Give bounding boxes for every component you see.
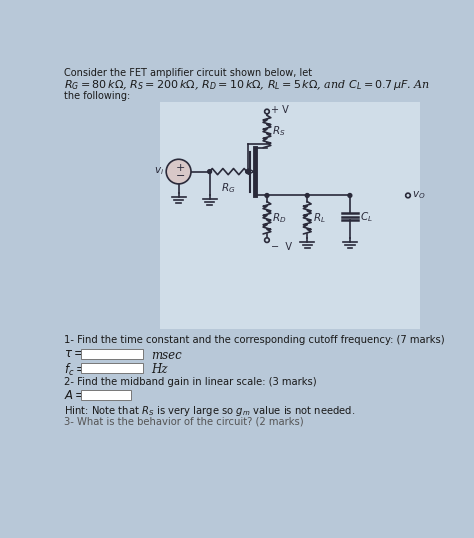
Text: $f_c =$: $f_c =$ <box>64 362 86 378</box>
Text: $C_L$: $C_L$ <box>360 210 373 223</box>
Circle shape <box>264 238 269 243</box>
Text: −: − <box>175 171 185 181</box>
Text: $v_i$: $v_i$ <box>154 166 164 178</box>
Text: $R_G = 80\,k\Omega$, $R_S = 200\,k\Omega$, $R_D = 10\,k\Omega$, $R_L = 5\,k\Omeg: $R_G = 80\,k\Omega$, $R_S = 200\,k\Omega… <box>64 77 430 91</box>
Circle shape <box>348 194 352 197</box>
Text: $R_S$: $R_S$ <box>273 125 286 138</box>
Text: $R_L$: $R_L$ <box>313 211 326 225</box>
Bar <box>81 390 131 400</box>
Text: $A =$: $A =$ <box>64 389 85 402</box>
Text: 2- Find the midband gain in linear scale: (3 marks): 2- Find the midband gain in linear scale… <box>64 377 317 387</box>
Text: msec: msec <box>151 349 182 362</box>
Circle shape <box>406 193 410 198</box>
Circle shape <box>265 194 269 197</box>
Text: Hz: Hz <box>151 363 167 376</box>
Circle shape <box>246 169 249 174</box>
Bar <box>160 102 419 329</box>
Text: $R_G$: $R_G$ <box>221 181 236 195</box>
Text: $R_D$: $R_D$ <box>273 211 287 225</box>
Circle shape <box>264 109 269 114</box>
Text: Hint: Note that $R_S$ is very large so $g_m$ value is not needed.: Hint: Note that $R_S$ is very large so $… <box>64 404 356 418</box>
Text: 1- Find the time constant and the corresponding cutoff frequency: (7 marks): 1- Find the time constant and the corres… <box>64 335 445 345</box>
Circle shape <box>305 194 309 197</box>
Bar <box>81 363 143 373</box>
Text: Consider the FET amplifier circuit shown below, let: Consider the FET amplifier circuit shown… <box>64 68 312 79</box>
Text: 3- What is the behavior of the circuit? (2 marks): 3- What is the behavior of the circuit? … <box>64 416 303 427</box>
Text: $\tau =$: $\tau =$ <box>64 347 84 360</box>
Text: + V: + V <box>271 105 289 115</box>
Circle shape <box>166 159 191 184</box>
Text: $v_O$: $v_O$ <box>412 189 426 201</box>
Text: −  V: − V <box>271 243 292 252</box>
Circle shape <box>208 169 211 174</box>
Text: +: + <box>175 162 185 173</box>
Text: the following:: the following: <box>64 91 130 101</box>
Bar <box>81 349 143 359</box>
